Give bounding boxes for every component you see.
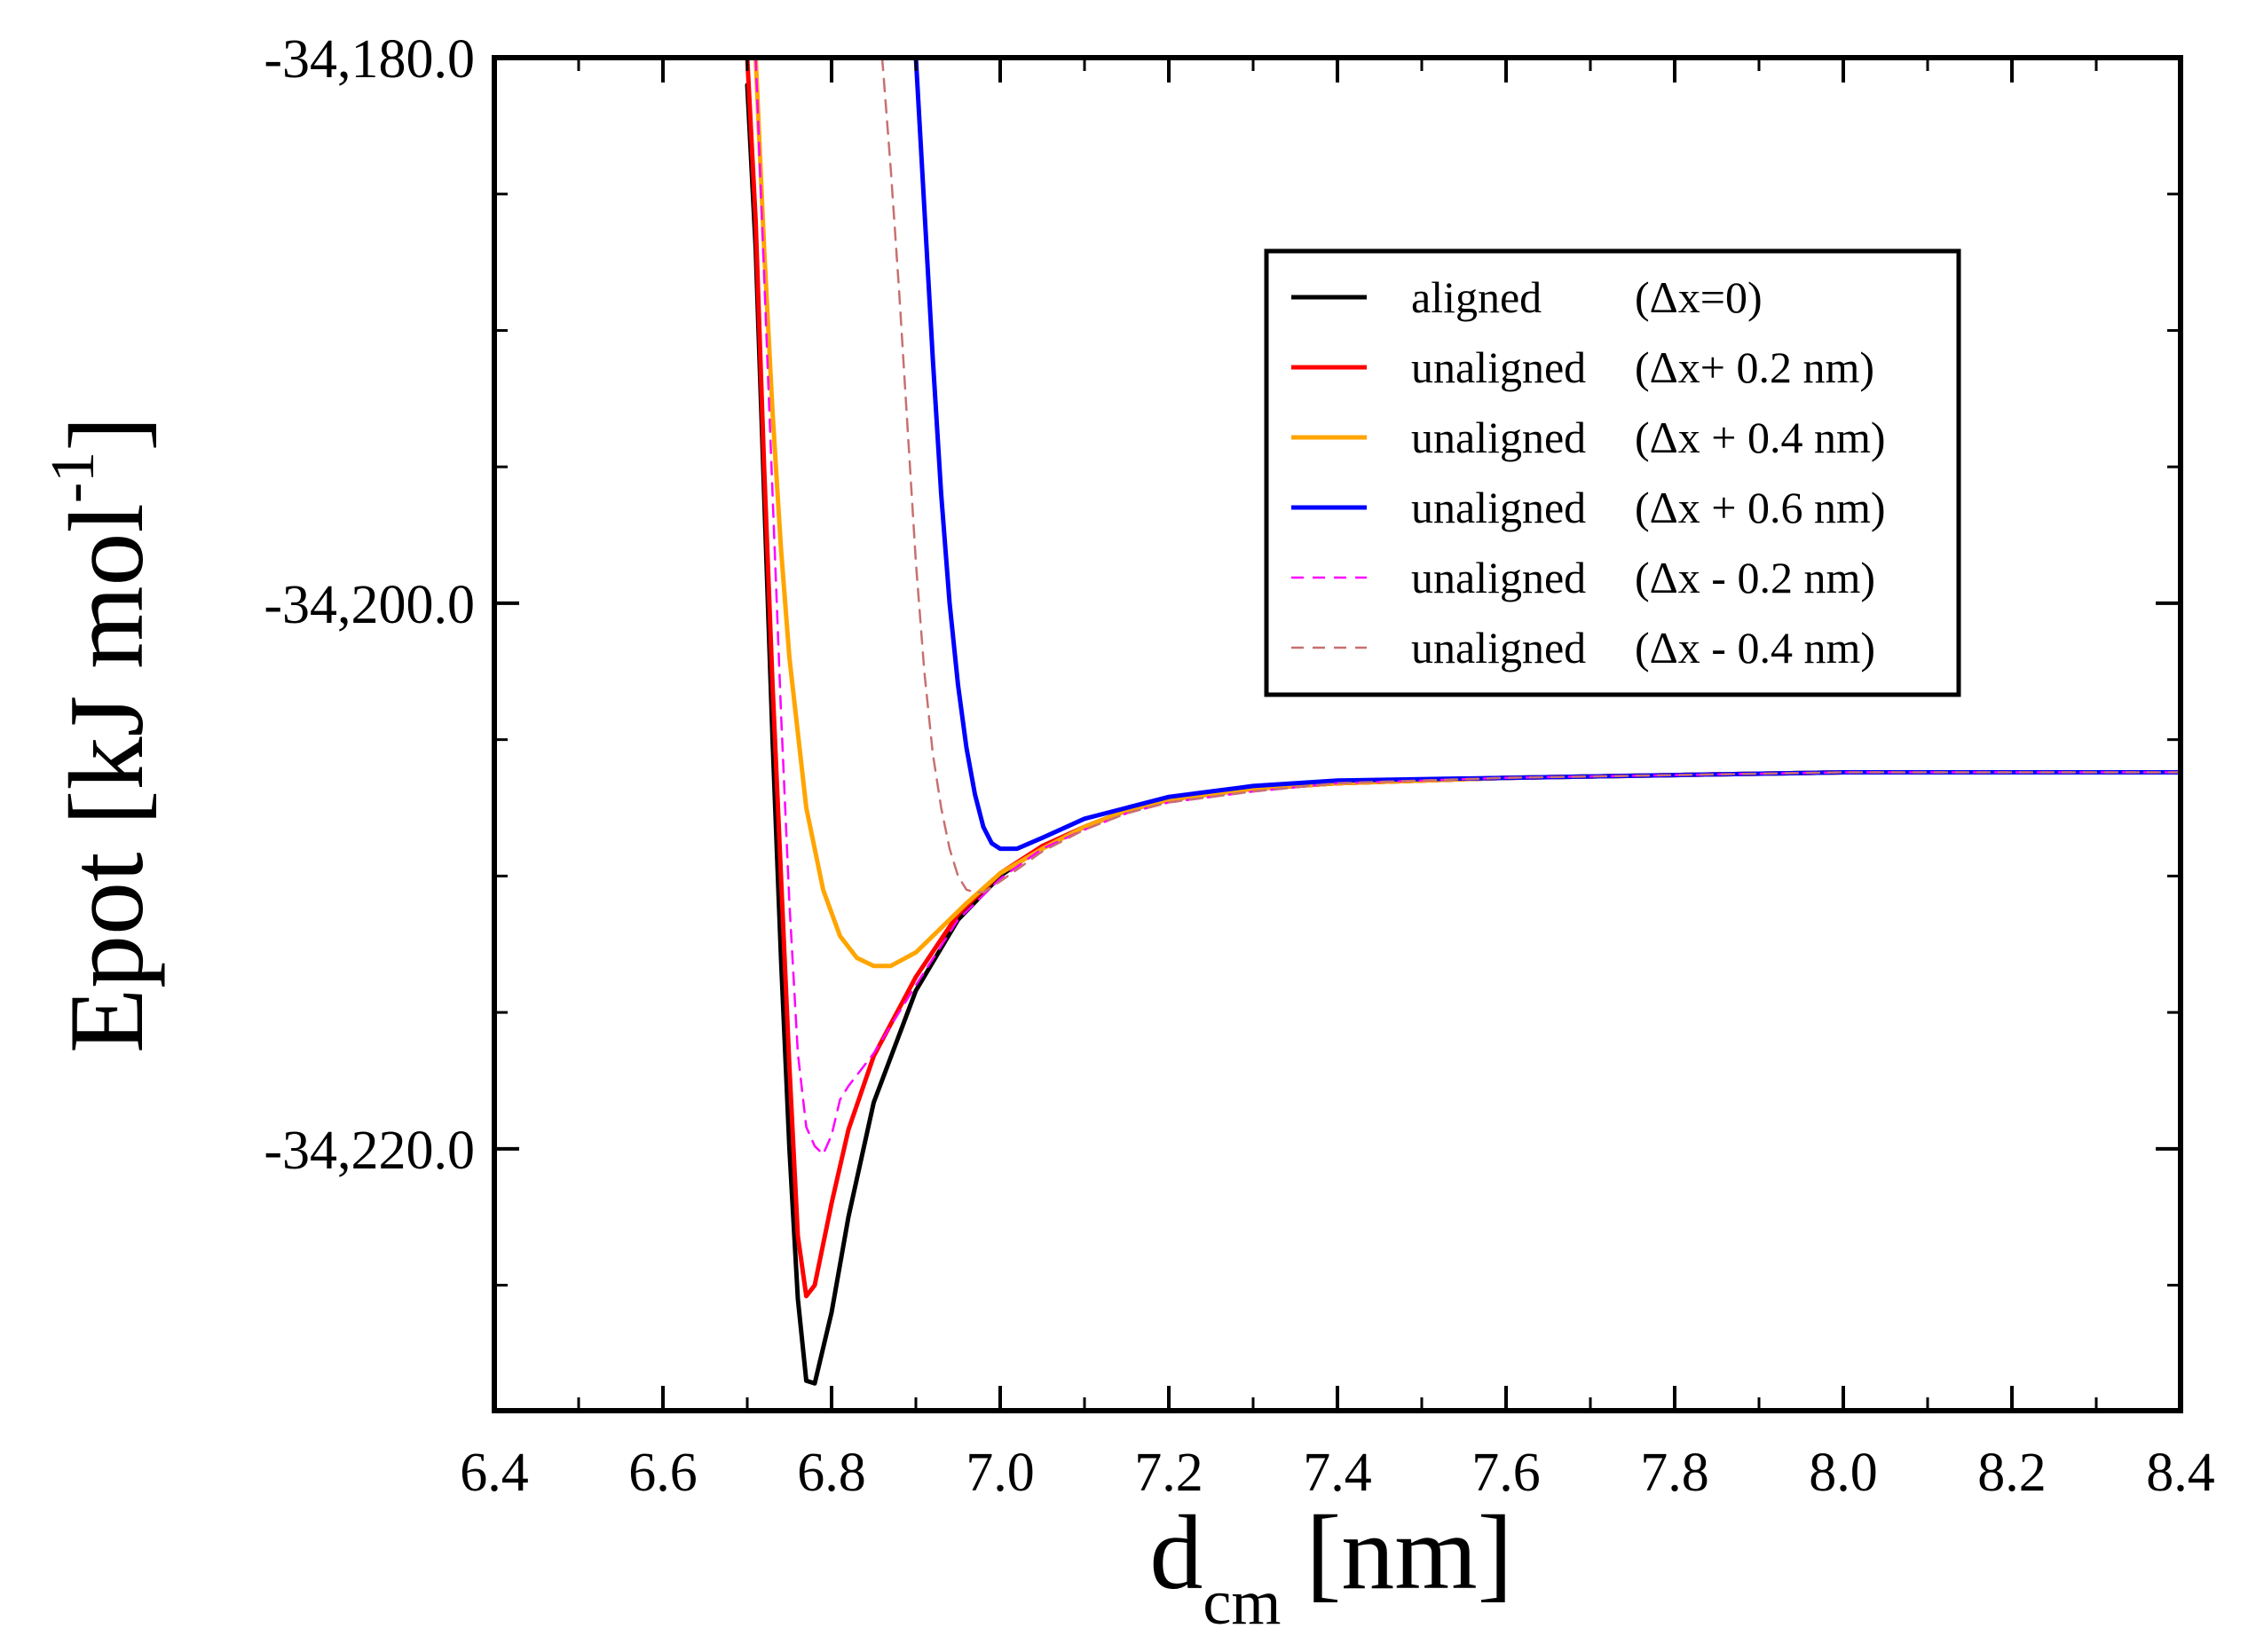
y-tick-label-2: -34,220.0 <box>264 1121 475 1181</box>
legend-detail-3: (Δx + 0.6 nm) <box>1635 483 1886 532</box>
x-tick-label-2: 6.8 <box>797 1443 866 1503</box>
legend: aligned (Δx=0) unaligned (Δx+ 0.2 nm) unalig… <box>1264 248 1961 697</box>
x-tick-label-0: 6.4 <box>460 1443 529 1503</box>
x-axis-title-main: d <box>1149 1493 1203 1611</box>
x-tick-label-5: 7.4 <box>1303 1443 1372 1503</box>
y-axis-title-close: ] <box>47 416 165 452</box>
legend-detail-0: (Δx=0) <box>1635 272 1763 322</box>
y-tick-label-1: -34,200.0 <box>264 575 475 635</box>
legend-label-0: aligned <box>1411 272 1542 322</box>
x-axis-title-unit: [nm] <box>1305 1493 1512 1611</box>
y-axis-title-main: Epot [kJ mol <box>47 503 165 1053</box>
x-tick-label-10: 8.4 <box>2146 1443 2215 1503</box>
legend-detail-4: (Δx - 0.2 nm) <box>1635 553 1875 602</box>
y-tick-label-0: -34,180.0 <box>264 29 475 90</box>
x-tick-labels: 6.4 6.6 6.8 7.0 7.2 7.4 7.6 7.8 8.0 8.2 8.4 <box>460 1443 2215 1503</box>
legend-label-3: unaligned <box>1411 483 1586 532</box>
series-line-5 <box>880 58 2181 894</box>
legend-detail-2: (Δx + 0.4 nm) <box>1635 413 1886 462</box>
series-layer <box>745 58 2181 1386</box>
x-tick-label-3: 7.0 <box>966 1443 1035 1503</box>
y-axis-title: Epot [kJ mol-1] <box>39 416 165 1053</box>
y-tick-labels: -34,180.0 -34,200.0 -34,220.0 <box>264 29 475 1181</box>
x-axis-title-sub: cm <box>1203 1567 1281 1638</box>
x-tick-label-7: 7.8 <box>1640 1443 1709 1503</box>
legend-label-2: unaligned <box>1411 413 1586 462</box>
x-tick-label-9: 8.2 <box>1977 1443 2047 1503</box>
x-axis-title: dcm [nm] <box>1149 1493 1512 1638</box>
legend-items: aligned (Δx=0) unaligned (Δx+ 0.2 nm) unalig… <box>1291 272 1886 673</box>
legend-detail-1: (Δx+ 0.2 nm) <box>1635 342 1874 392</box>
x-tick-label-6: 7.6 <box>1471 1443 1541 1503</box>
legend-label-4: unaligned <box>1411 553 1586 602</box>
plot-frame <box>492 55 2183 1413</box>
y-axis-title-sup: -1 <box>39 452 107 503</box>
legend-detail-5: (Δx - 0.4 nm) <box>1635 623 1875 673</box>
legend-label-5: unaligned <box>1411 623 1586 673</box>
legend-label-1: unaligned <box>1411 342 1586 392</box>
x-tick-label-8: 8.0 <box>1809 1443 1878 1503</box>
legend-box <box>1264 248 1961 697</box>
x-tick-label-4: 7.2 <box>1134 1443 1203 1503</box>
x-tick-label-1: 6.6 <box>628 1443 698 1503</box>
